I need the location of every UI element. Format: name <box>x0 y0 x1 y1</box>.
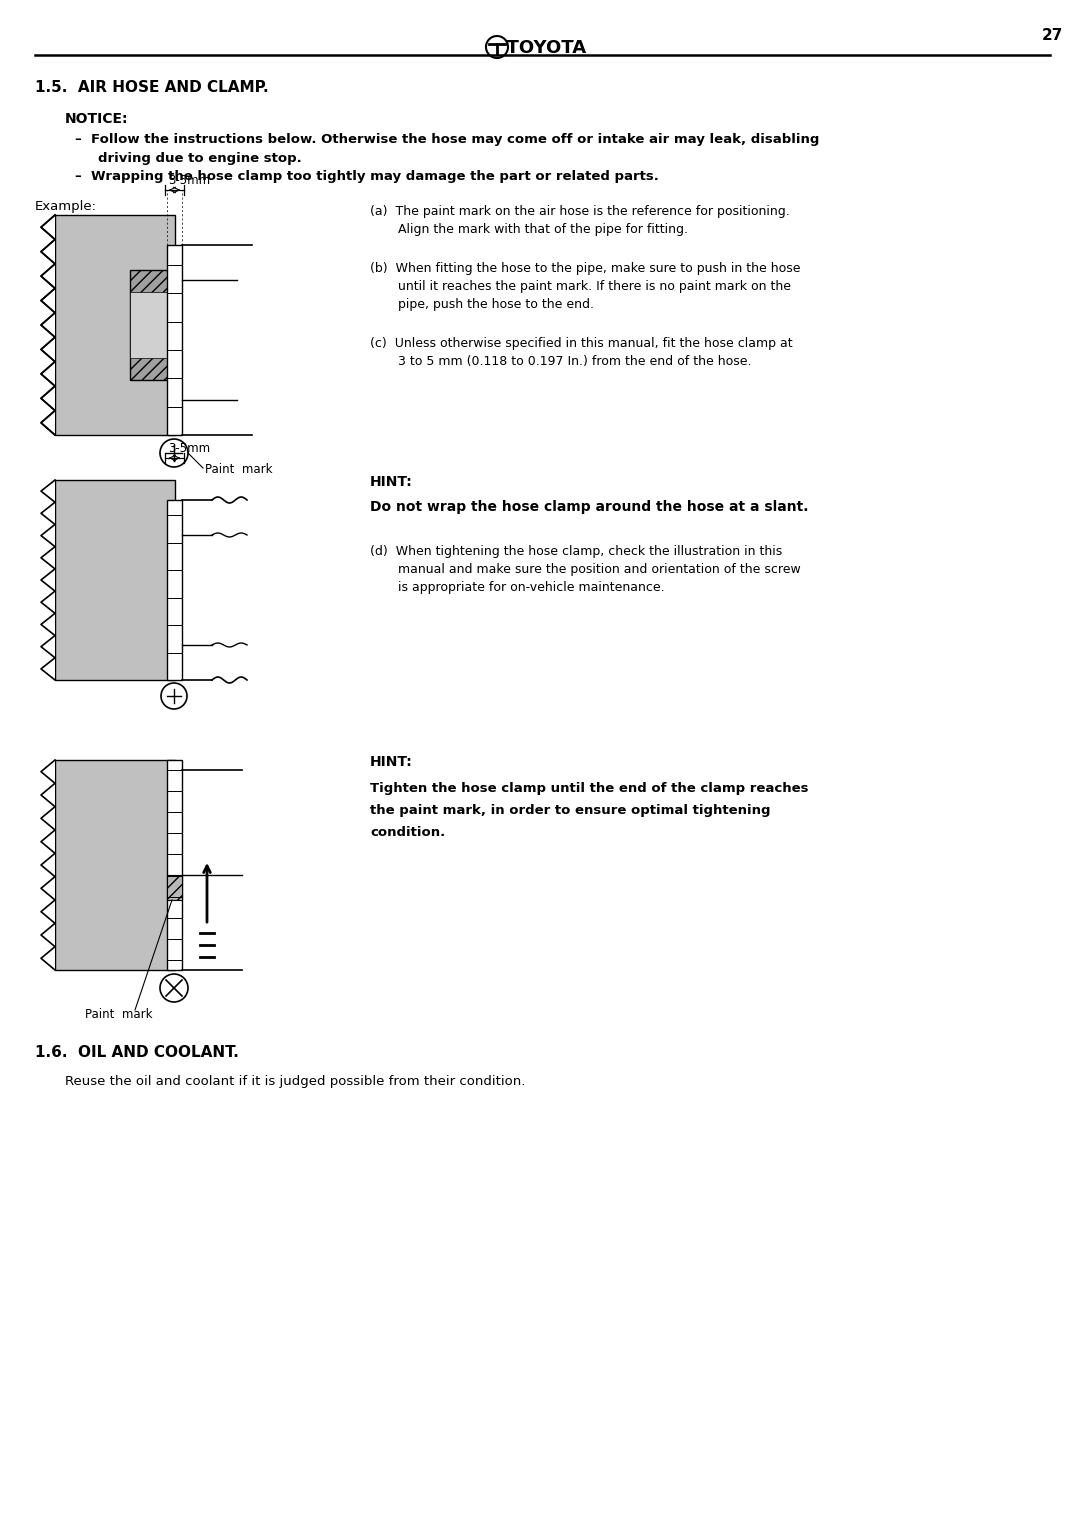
Bar <box>39 759 55 970</box>
Text: Paint  mark: Paint mark <box>85 1008 152 1021</box>
Text: (d)  When tightening the hose clamp, check the illustration in this: (d) When tightening the hose clamp, chec… <box>370 545 782 558</box>
Text: –  Wrapping the hose clamp too tightly may damage the part or related parts.: – Wrapping the hose clamp too tightly ma… <box>75 170 659 183</box>
Text: (c)  Unless otherwise specified in this manual, fit the hose clamp at: (c) Unless otherwise specified in this m… <box>370 338 793 350</box>
Text: NOTICE:: NOTICE: <box>65 112 129 125</box>
Text: Align the mark with that of the pipe for fitting.: Align the mark with that of the pipe for… <box>399 223 688 235</box>
Text: Paint  mark: Paint mark <box>205 463 272 477</box>
Bar <box>55 215 175 435</box>
Circle shape <box>160 439 188 468</box>
Text: until it reaches the paint mark. If there is no paint mark on the: until it reaches the paint mark. If ther… <box>399 280 791 293</box>
Bar <box>167 244 183 435</box>
Text: (b)  When fitting the hose to the pipe, make sure to push in the hose: (b) When fitting the hose to the pipe, m… <box>370 261 800 275</box>
Bar <box>39 480 55 680</box>
Text: Example:: Example: <box>35 200 97 212</box>
Bar <box>130 270 175 380</box>
Text: TOYOTA: TOYOTA <box>494 40 586 57</box>
Text: 3-5mm: 3-5mm <box>167 174 211 186</box>
Text: 1.5.  AIR HOSE AND CLAMP.: 1.5. AIR HOSE AND CLAMP. <box>35 79 269 95</box>
Bar <box>55 480 175 680</box>
Bar <box>167 759 183 970</box>
Text: Reuse the oil and coolant if it is judged possible from their condition.: Reuse the oil and coolant if it is judge… <box>65 1076 525 1088</box>
Text: Tighten the hose clamp until the end of the clamp reaches: Tighten the hose clamp until the end of … <box>370 782 809 795</box>
Text: pipe, push the hose to the end.: pipe, push the hose to the end. <box>399 298 594 312</box>
Bar <box>167 500 183 680</box>
Bar <box>39 215 55 435</box>
Text: 1.6.  OIL AND COOLANT.: 1.6. OIL AND COOLANT. <box>35 1045 239 1060</box>
Text: HINT:: HINT: <box>370 475 413 489</box>
Text: manual and make sure the position and orientation of the screw: manual and make sure the position and or… <box>399 562 800 576</box>
Text: 27: 27 <box>1042 28 1064 43</box>
Bar <box>55 759 175 970</box>
Text: HINT:: HINT: <box>370 755 413 769</box>
Circle shape <box>161 683 187 709</box>
Text: 3-5mm: 3-5mm <box>167 442 211 455</box>
Text: driving due to engine stop.: driving due to engine stop. <box>98 151 301 165</box>
Text: condition.: condition. <box>370 827 445 839</box>
Text: the paint mark, in order to ensure optimal tightening: the paint mark, in order to ensure optim… <box>370 804 770 817</box>
Text: –  Follow the instructions below. Otherwise the hose may come off or intake air : – Follow the instructions below. Otherwi… <box>75 133 820 147</box>
Bar <box>130 292 175 358</box>
Text: is appropriate for on-vehicle maintenance.: is appropriate for on-vehicle maintenanc… <box>399 581 664 594</box>
Text: (a)  The paint mark on the air hose is the reference for positioning.: (a) The paint mark on the air hose is th… <box>370 205 789 219</box>
Circle shape <box>160 973 188 1002</box>
Text: Do not wrap the hose clamp around the hose at a slant.: Do not wrap the hose clamp around the ho… <box>370 500 809 513</box>
Bar <box>167 876 183 900</box>
Circle shape <box>486 37 508 58</box>
Text: 3 to 5 mm (0.118 to 0.197 In.) from the end of the hose.: 3 to 5 mm (0.118 to 0.197 In.) from the … <box>399 354 752 368</box>
